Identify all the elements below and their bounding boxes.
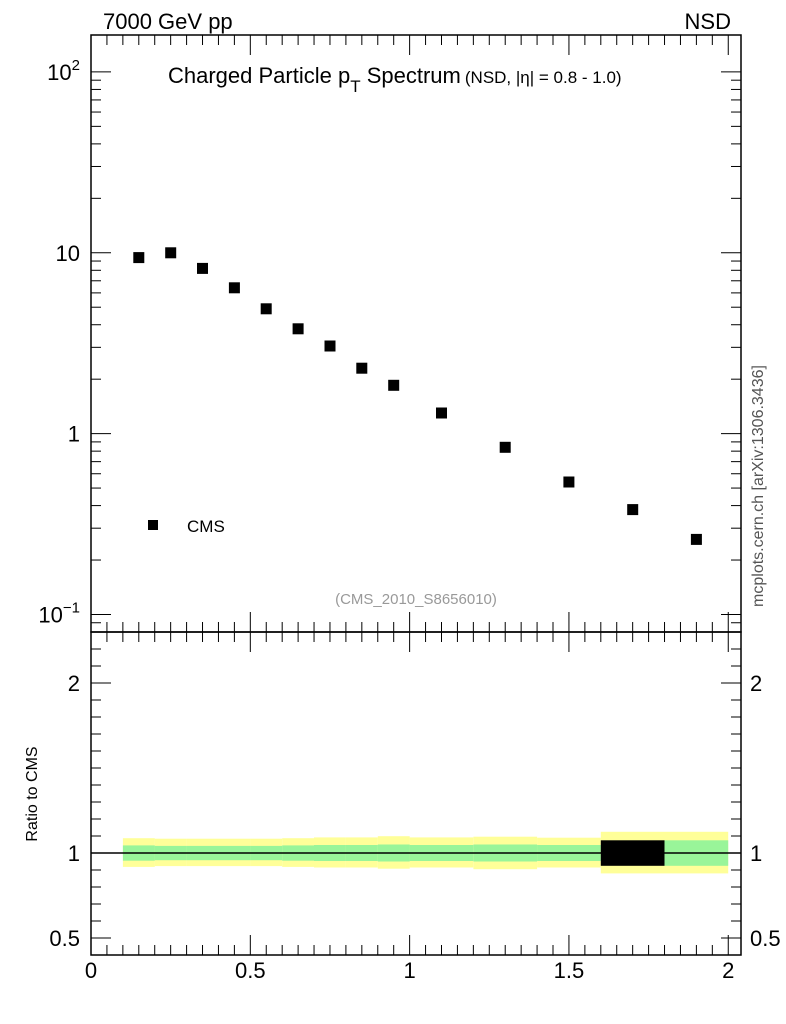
x-tick-label: 1	[403, 958, 415, 983]
legend: CMS	[148, 517, 225, 536]
ratio-y-tick-label-right: 2	[750, 671, 762, 696]
x-tick-label: 1.5	[554, 958, 585, 983]
chart-title: Charged Particle pT Spectrum (NSD, |η| = …	[168, 63, 622, 96]
title-main-prefix: Charged Particle p	[168, 63, 350, 88]
data-point-cms	[690, 533, 702, 545]
y-tick-label: 1	[68, 422, 80, 447]
ratio-y-axis-label: Ratio to CMS	[24, 746, 41, 841]
data-point-cms	[197, 262, 208, 274]
data-point-cms	[228, 282, 240, 294]
x-tick-label: 0	[85, 958, 97, 983]
main-data-layer	[133, 247, 702, 545]
title-qualifier-eta: η	[520, 68, 529, 87]
y-tick-label: 10	[56, 241, 80, 266]
ratio-panel: 0.5 0.51 12 2 0 0.5 1 1.5 2 Ratio to CMS	[24, 631, 781, 983]
x-tick-labels: 0 0.5 1 1.5 2	[85, 958, 735, 983]
legend-marker-cms	[148, 520, 158, 530]
ratio-y-tick-labels: 0.5 0.5 1 1 2 2	[49, 671, 780, 951]
y-tick-label: 102	[47, 57, 80, 85]
title-main-suffix: Spectrum	[361, 63, 461, 88]
header-left: 7000 GeV pp	[103, 9, 233, 34]
source-side-note: mcplots.cern.ch [arXiv:1306.3436]	[750, 365, 767, 607]
data-point-cms	[499, 441, 511, 453]
data-point-cms	[388, 379, 400, 391]
ratio-y-tick-label-left: 1	[68, 841, 80, 866]
data-point-cms	[356, 362, 368, 374]
data-point-cms	[260, 303, 272, 315]
ratio-frame	[90, 631, 742, 956]
data-point-cms	[292, 323, 304, 335]
title-qualifier-suffix: | = 0.8 - 1.0)	[530, 68, 622, 87]
ratio-y-tick-label-right: 1	[750, 841, 762, 866]
data-point-cms	[165, 247, 177, 259]
main-frame	[90, 34, 742, 633]
data-point-cms	[133, 252, 145, 264]
header-right: NSD	[685, 9, 731, 34]
title-qualifier-prefix: (NSD, |	[465, 68, 520, 87]
ratio-y-tick-label-left: 2	[68, 671, 80, 696]
ratio-y-tick-label-left: 0.5	[49, 926, 80, 951]
title-main-subscript: T	[350, 77, 360, 96]
y-tick-label: 10−1	[38, 599, 80, 627]
ratio-y-tick-label-right: 0.5	[750, 926, 781, 951]
x-tick-label: 2	[722, 958, 734, 983]
analysis-watermark: (CMS_2010_S8656010)	[335, 591, 497, 608]
main-y-tick-labels: 10−1 1 10 102	[38, 57, 80, 628]
data-point-cms	[436, 407, 447, 419]
x-tick-label: 0.5	[235, 958, 266, 983]
legend-label-cms: CMS	[187, 517, 225, 536]
data-point-cms	[324, 340, 336, 352]
data-point-cms	[563, 476, 575, 488]
ratio-axis-ticks	[90, 632, 741, 956]
main-axis-ticks	[90, 35, 741, 633]
data-point-cms	[627, 504, 639, 516]
